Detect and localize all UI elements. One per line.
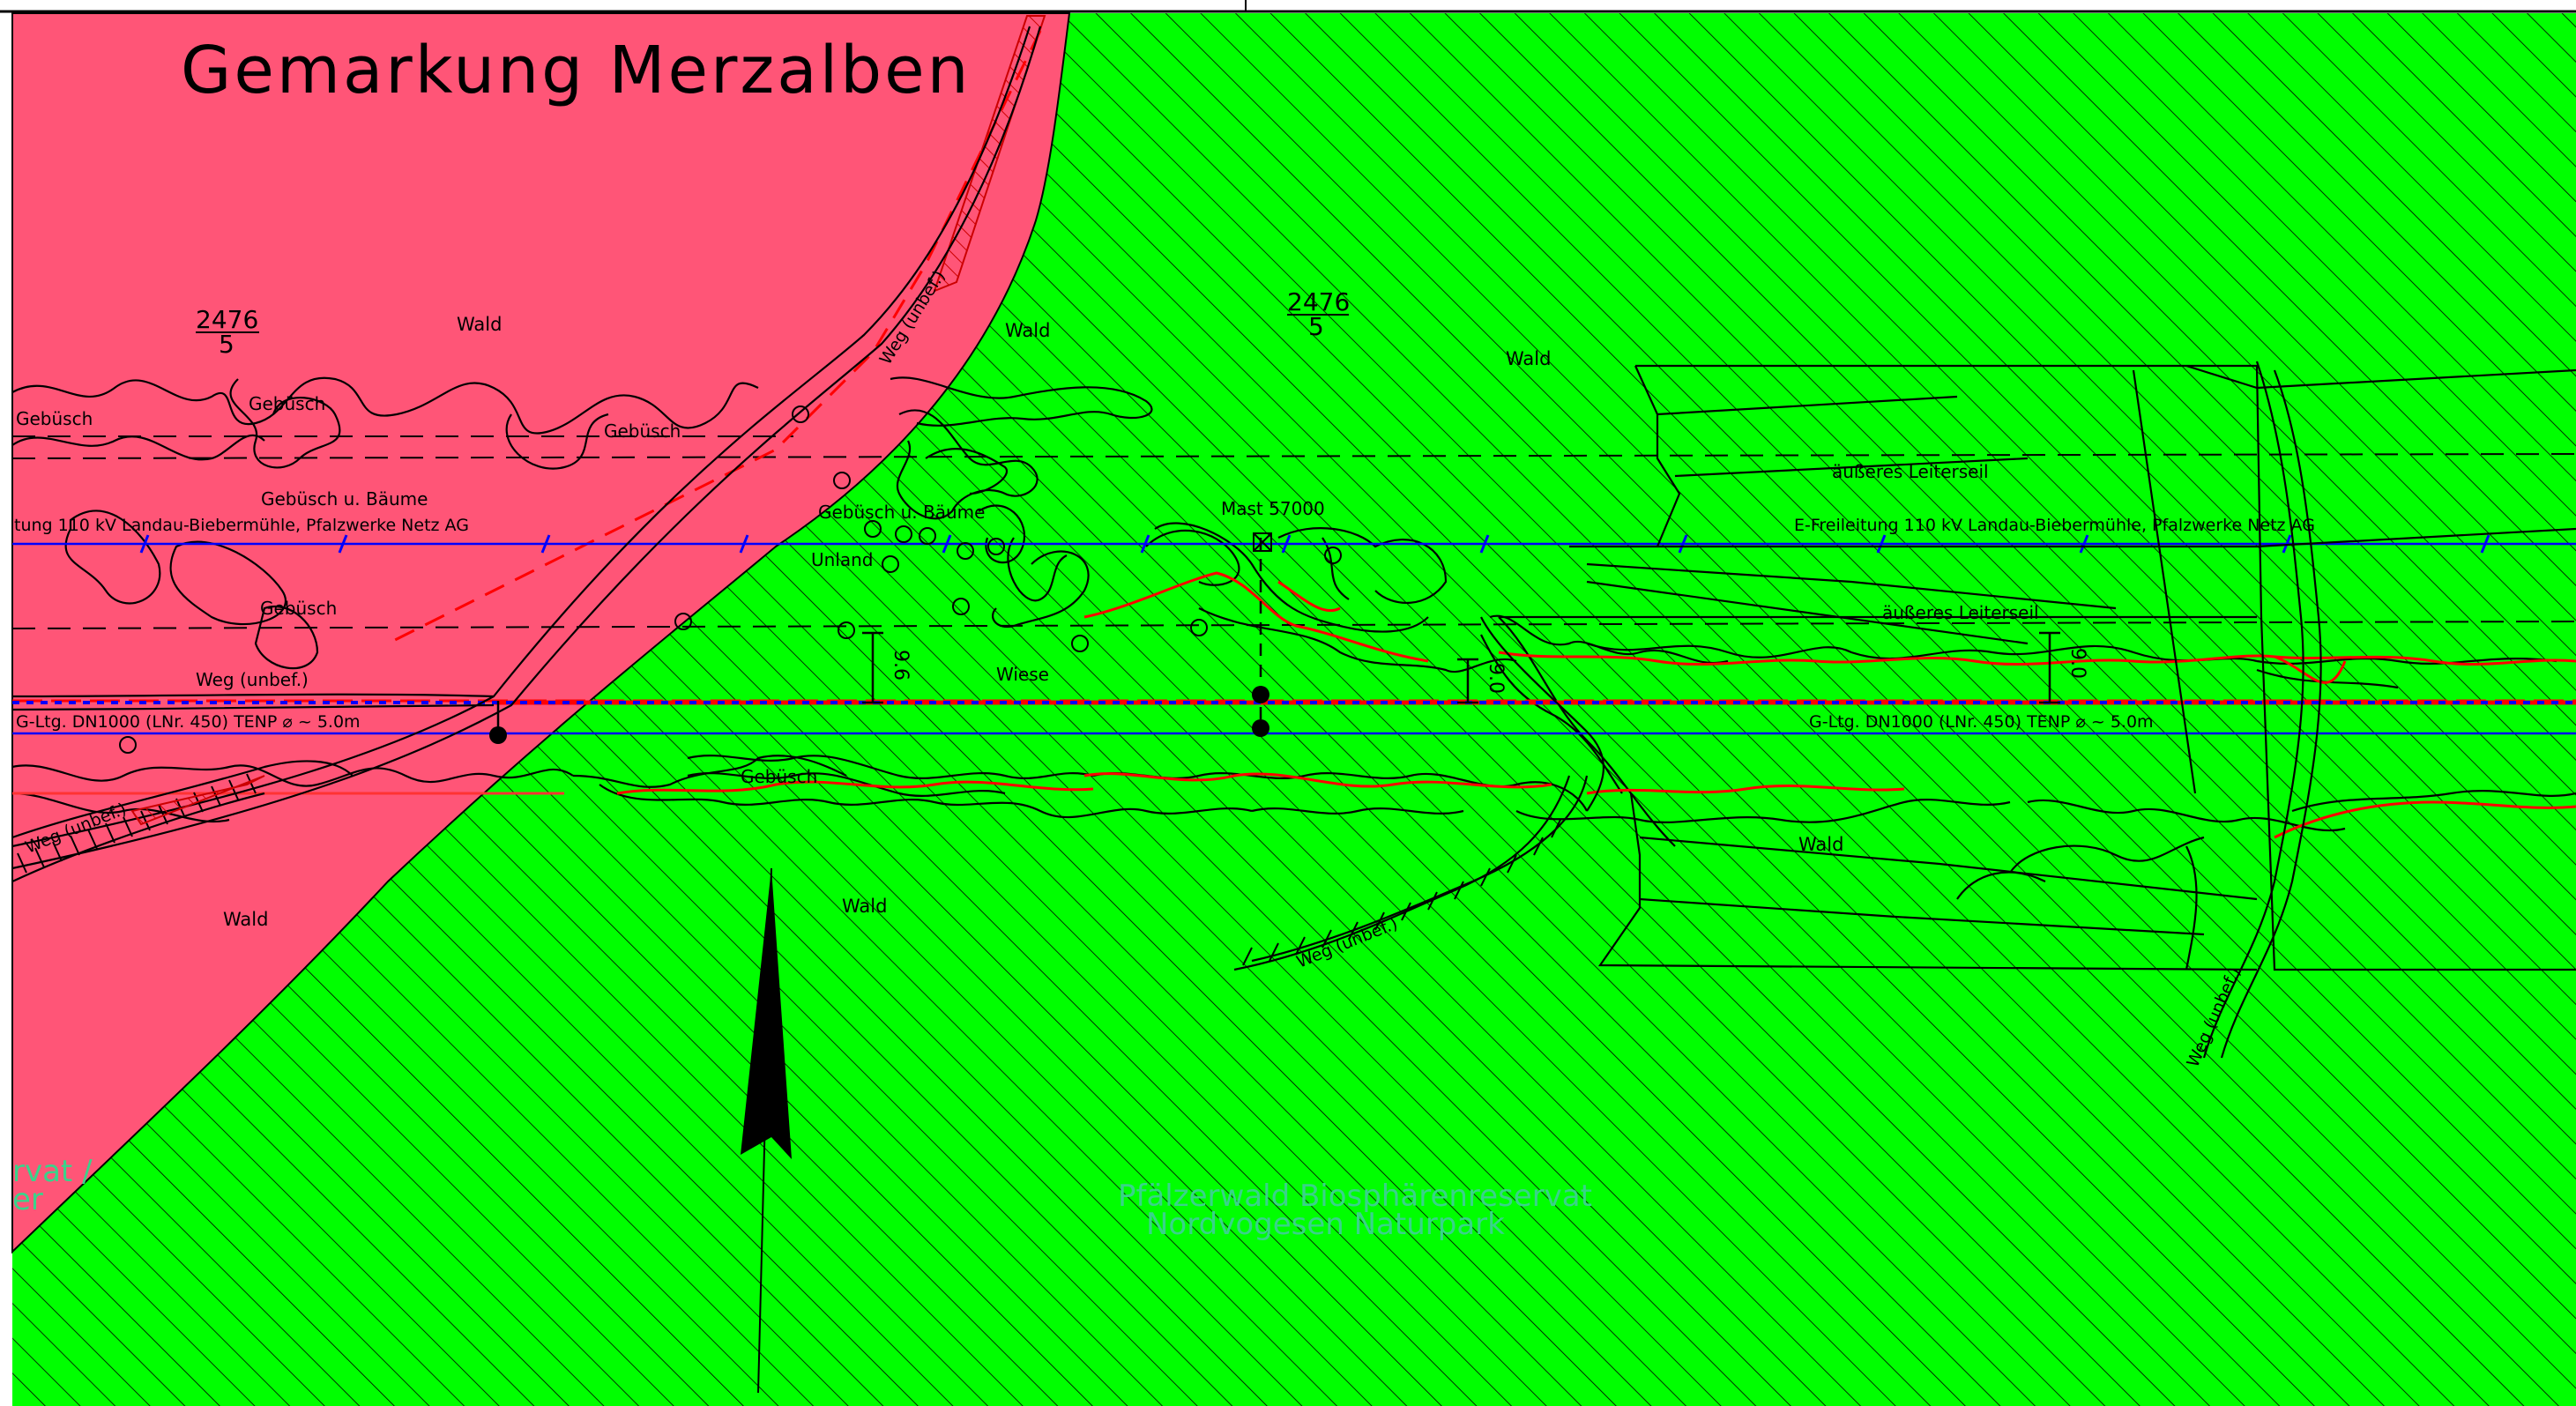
- red-road-hatch-left: [130, 775, 265, 826]
- pipeline-markers: [489, 686, 1269, 744]
- north-arrow: [741, 867, 792, 1394]
- label-nature-park: Nordvogesen Naturpark: [1146, 1207, 1505, 1242]
- label-wald: Wald: [1506, 348, 1551, 369]
- parcel-number-2: 2476 5: [1287, 287, 1350, 341]
- label-biosphere-reserve: Pfälzerwald Biosphärenreservat: [1118, 1179, 1592, 1214]
- label-reserve-fragment: rvat /: [12, 1154, 93, 1189]
- parcel-number-1: 2476 5: [196, 305, 259, 359]
- label-leiterseil: äußeres Leiterseil: [1832, 461, 1989, 482]
- label-dimension: 9.0: [2066, 648, 2088, 679]
- label-gebuesch: Gebüsch: [16, 408, 93, 429]
- label-gebuesch: Gebüsch: [604, 420, 681, 442]
- road-hatch-strip: [933, 15, 1046, 293]
- label-gebuesch-baeume: Gebüsch u. Bäume: [261, 488, 428, 510]
- clearing-outline: [1499, 364, 2576, 971]
- dimension-markers: [496, 538, 2060, 736]
- label-freileitung-left: tung 110 kV Landau-Biebermühle, Pfalzwer…: [14, 516, 469, 535]
- label-gas-left: G-Ltg. DN1000 (LNr. 450) TENP ⌀ ~ 5.0m: [16, 712, 361, 732]
- map-title: Gemarkung Merzalben: [181, 33, 972, 108]
- label-gebuesch: Gebüsch: [260, 598, 337, 619]
- power-line-ticks: [139, 534, 2490, 554]
- label-gebuesch: Gebüsch: [741, 766, 817, 787]
- label-wald: Wald: [1798, 834, 1843, 855]
- label-dimension: 9.0: [1485, 663, 1507, 694]
- label-gebuesch-baeume: Gebüsch u. Bäume: [818, 502, 985, 523]
- parcel-number-top: 2476: [196, 305, 258, 334]
- roads: [11, 26, 2322, 1059]
- label-weg: Weg (unbef.): [196, 669, 309, 690]
- label-leiterseil: äußeres Leiterseil: [1882, 602, 2039, 623]
- label-unland: Unland: [811, 549, 874, 570]
- parcel-number-sub: 5: [219, 330, 235, 359]
- label-wald: Wald: [223, 909, 268, 930]
- tree-symbols: [119, 405, 1342, 754]
- vegetation-contours: [11, 376, 2576, 900]
- label-wald: Wald: [457, 314, 502, 335]
- parcel-number-sub: 5: [1308, 312, 1324, 341]
- label-dimension: 9.6: [890, 650, 912, 681]
- parcel-number-top: 2476: [1287, 287, 1350, 316]
- label-wiese: Wiese: [996, 664, 1049, 685]
- label-reserve-fragment: er: [12, 1182, 43, 1217]
- district-area: [11, 12, 1071, 1254]
- label-freileitung-right: E-Freileitung 110 kV Landau-Biebermühle,…: [1794, 516, 2315, 535]
- label-gas-right: G-Ltg. DN1000 (LNr. 450) TENP ⌀ ~ 5.0m: [1809, 712, 2154, 732]
- label-wald: Wald: [842, 896, 887, 917]
- mast-symbol: [1253, 532, 1272, 552]
- label-gebuesch: Gebüsch: [249, 393, 325, 414]
- label-mast: Mast 57000: [1221, 498, 1325, 519]
- label-wald: Wald: [1005, 320, 1050, 341]
